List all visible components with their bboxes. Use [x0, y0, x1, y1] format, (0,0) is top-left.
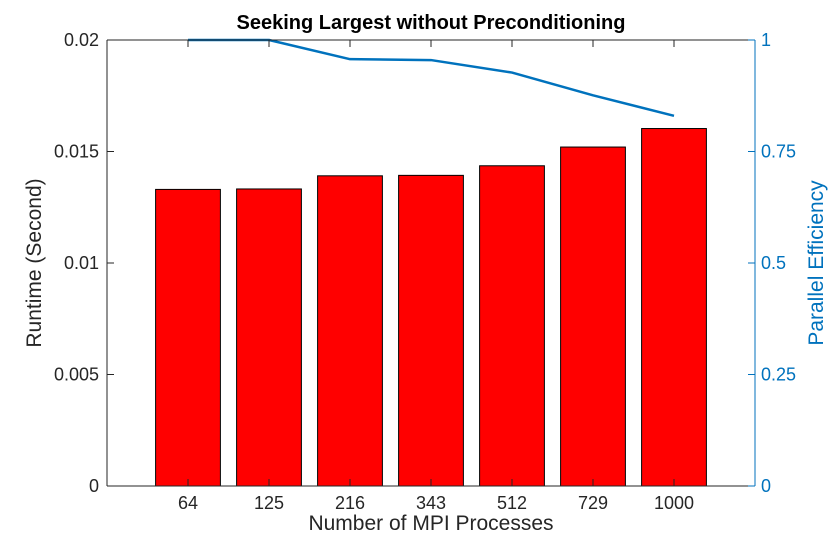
y2-tick-label: 0.25: [761, 365, 796, 385]
runtime-bar-64: [155, 188, 221, 487]
y-tick-label: 0: [89, 476, 99, 496]
x-tick-label: 512: [497, 493, 527, 513]
efficiency-line: [188, 38, 675, 118]
y-axis-label: Runtime (Second): [23, 178, 46, 347]
x-tick-label: 729: [578, 493, 608, 513]
runtime-bar-1000: [641, 128, 707, 487]
x-axis-label: Number of MPI Processes: [308, 512, 553, 535]
runtime-bar-343: [398, 174, 464, 487]
y2-tick-label: 0.5: [761, 253, 786, 273]
bars-layer: [155, 128, 707, 487]
y-tick-label: 0.02: [64, 30, 99, 50]
y-tick-label: 0.015: [54, 142, 99, 162]
runtime-bar-512: [479, 165, 545, 487]
y-tick-label: 0.005: [54, 365, 99, 385]
y-tick-label: 0.01: [64, 253, 99, 273]
x-tick-label: 216: [335, 493, 365, 513]
efficiency-line-layer: [188, 38, 675, 118]
y2-tick-label: 0: [761, 476, 771, 496]
y2-tick-label: 1: [761, 30, 771, 50]
runtime-bar-729: [560, 146, 626, 487]
runtime-bar-216: [317, 175, 383, 487]
runtime-bar-125: [236, 188, 302, 487]
chart-title: Seeking Largest without Preconditioning: [237, 12, 626, 34]
y2-axis-label: Parallel Efficiency: [805, 180, 828, 346]
x-tick-label: 1000: [654, 493, 694, 513]
x-tick-label: 125: [254, 493, 284, 513]
x-tick-label: 343: [416, 493, 446, 513]
y2-tick-label: 0.75: [761, 142, 796, 162]
ticks-layer: 0 0.005 0.01 0.015 0.02 0 0.25 0.5 0.75 1 64 125 216…: [54, 30, 796, 513]
x-tick-label: 64: [178, 493, 198, 513]
